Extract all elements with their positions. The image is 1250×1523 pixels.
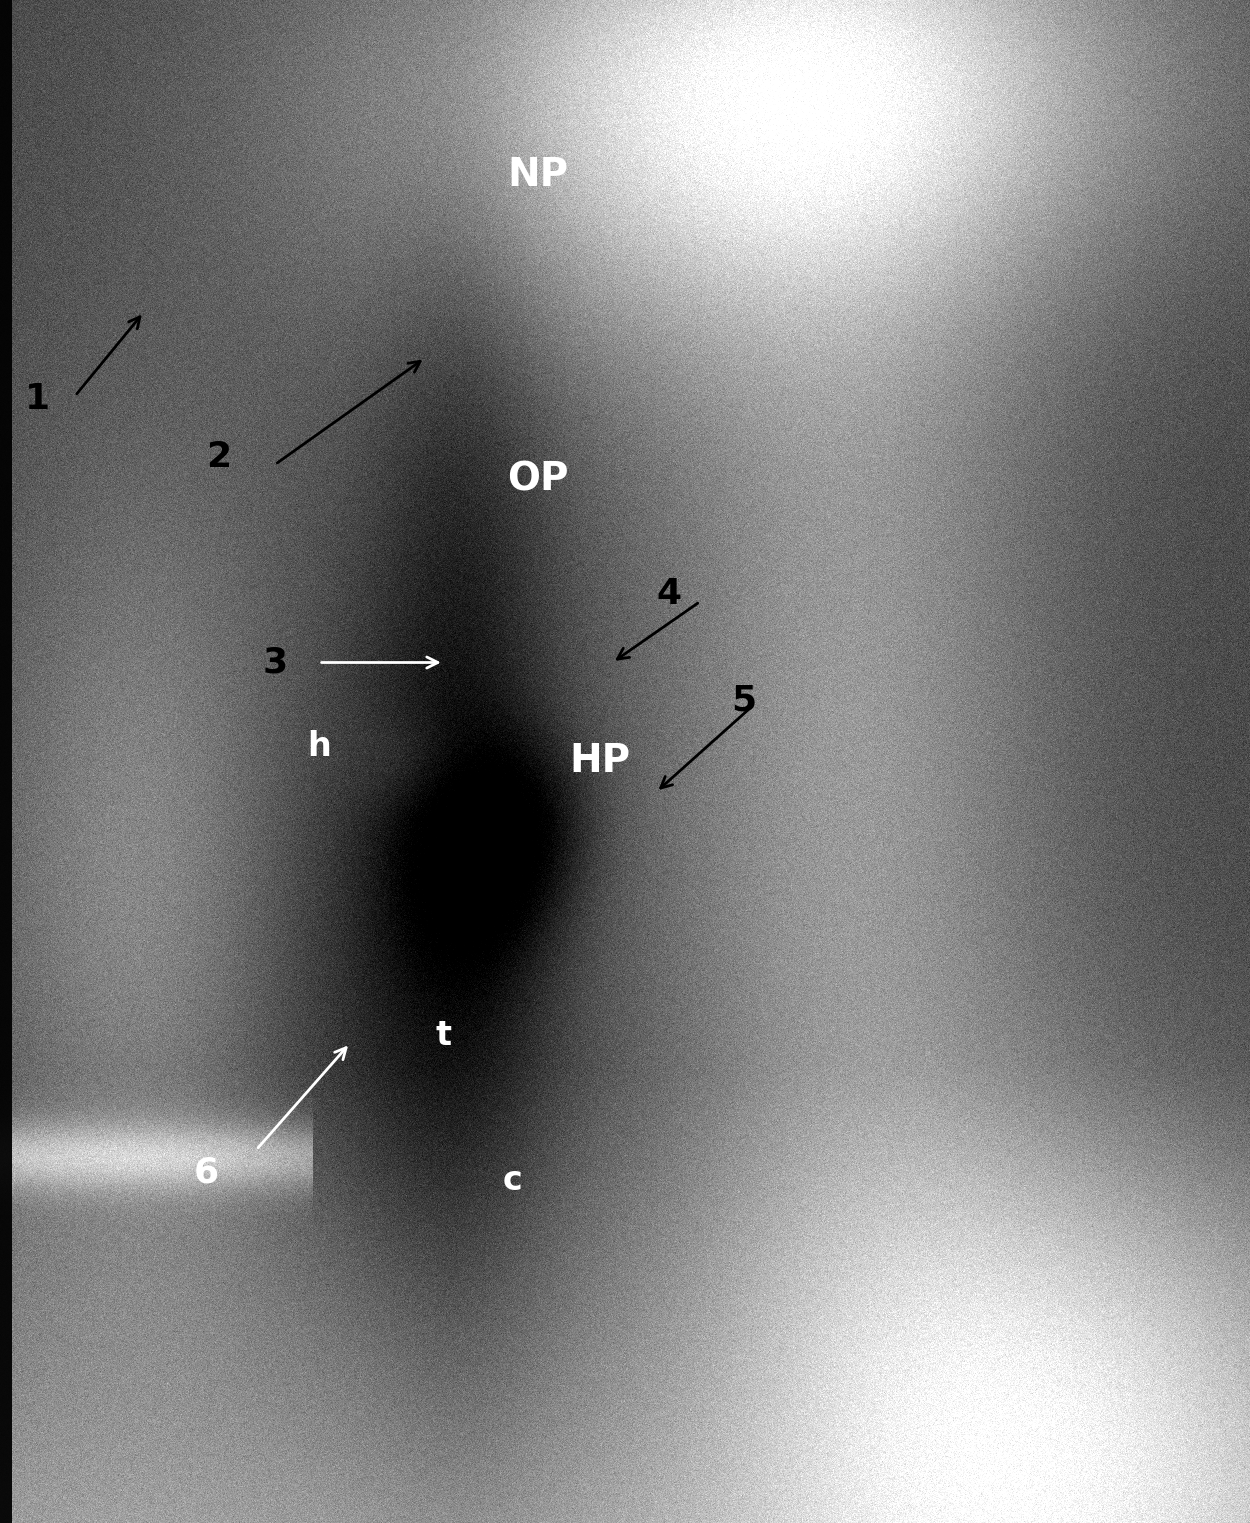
Text: 5: 5 [731,684,756,717]
Text: HP: HP [570,743,630,780]
Text: 6: 6 [194,1156,219,1189]
Text: 2: 2 [206,440,231,474]
Text: 4: 4 [656,577,681,611]
Text: t: t [436,1019,451,1052]
Text: h: h [308,730,330,763]
Text: NP: NP [508,157,568,193]
Text: OP: OP [506,461,569,498]
Text: c: c [503,1164,522,1197]
Text: 3: 3 [262,646,288,679]
Text: 1: 1 [25,382,50,416]
